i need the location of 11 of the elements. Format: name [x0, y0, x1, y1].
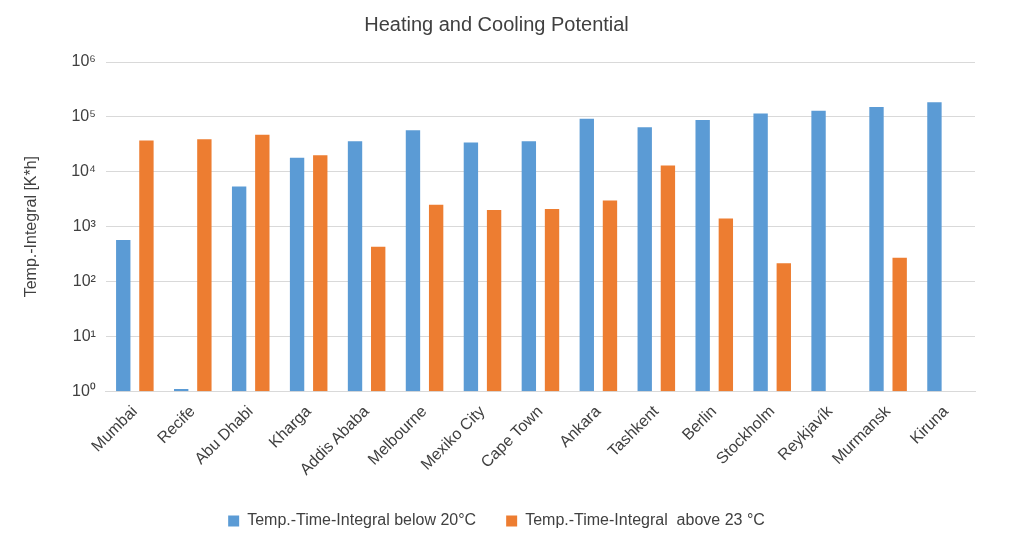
y-tick-label: 10⁴ [71, 162, 96, 180]
legend-label: Temp.-Time-Integral below 20°C [247, 511, 477, 529]
y-tick-label: 10³ [72, 217, 97, 235]
y-tick-label: 10² [72, 271, 97, 289]
y-tick-label: 10⁰ [72, 381, 96, 399]
chart-title: Heating and Cooling Potential [364, 12, 629, 35]
y-tick-label: 10⁶ [71, 52, 96, 70]
y-tick-label: 10⁵ [71, 107, 96, 125]
legend-label: Temp.-Time-Integral above 23 °C [525, 511, 765, 529]
y-axis-title: Temp.-Integral [K*h] [22, 155, 40, 298]
y-tick-label: 10¹ [72, 326, 96, 344]
